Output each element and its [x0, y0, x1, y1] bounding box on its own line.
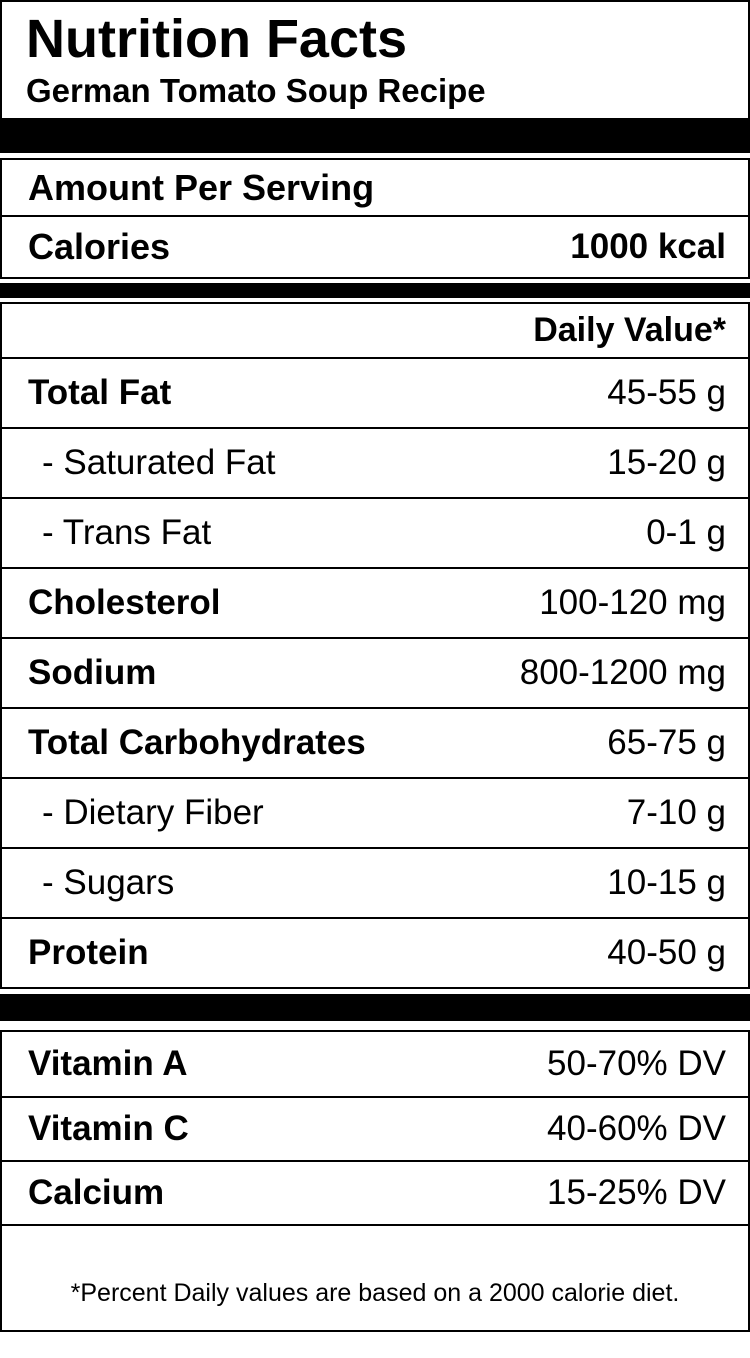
footnote-section: *Percent Daily values are based on a 200… [2, 1224, 748, 1330]
nutrient-value: 15-20 g [607, 443, 726, 482]
nutrient-name: Protein [28, 933, 149, 972]
amount-per-serving-row: Amount Per Serving [2, 160, 748, 215]
nutrient-row-trans-fat: - Trans Fat 0-1 g [2, 497, 748, 567]
nutrient-name: Total Carbohydrates [28, 723, 366, 762]
vitamin-value: 50-70% DV [547, 1044, 726, 1083]
vitamin-row-vitamin-c: Vitamin C 40-60% DV [2, 1096, 748, 1160]
label-title: Nutrition Facts [26, 9, 408, 69]
vitamin-value: 40-60% DV [547, 1109, 726, 1148]
nutrient-name: - Sugars [42, 863, 175, 902]
nutrient-row-sugars: - Sugars 10-15 g [2, 847, 748, 917]
nutrient-name: Sodium [28, 653, 157, 692]
nutrient-value: 800-1200 mg [519, 653, 726, 692]
nutrient-name: - Dietary Fiber [42, 793, 264, 832]
nutrient-name: Cholesterol [28, 583, 221, 622]
daily-value-header: Daily Value* [533, 311, 726, 349]
separator-bar-middle [0, 283, 750, 298]
nutrient-value: 65-75 g [607, 723, 726, 762]
nutrient-name: - Trans Fat [42, 513, 212, 552]
separator-bar-bottom [0, 994, 750, 1021]
nutrient-row-total-carbohydrates: Total Carbohydrates 65-75 g [2, 707, 748, 777]
calories-row: Calories 1000 kcal [2, 215, 748, 277]
nutrient-value: 100-120 mg [539, 583, 726, 622]
nutrient-name: - Saturated Fat [42, 443, 276, 482]
vitamin-row-vitamin-a: Vitamin A 50-70% DV [2, 1032, 748, 1096]
calories-label: Calories [28, 226, 171, 267]
nutrient-name: Total Fat [28, 373, 172, 412]
daily-value-header-row: Daily Value* [2, 304, 748, 357]
label-subtitle: German Tomato Soup Recipe [26, 72, 486, 109]
nutrient-row-total-fat: Total Fat 45-55 g [2, 357, 748, 427]
nutrient-value: 40-50 g [607, 933, 726, 972]
nutrient-row-saturated-fat: - Saturated Fat 15-20 g [2, 427, 748, 497]
nutrient-value: 7-10 g [626, 793, 726, 832]
label-header: Nutrition Facts German Tomato Soup Recip… [0, 0, 750, 120]
nutrient-row-protein: Protein 40-50 g [2, 917, 748, 987]
nutrient-value: 45-55 g [607, 373, 726, 412]
vitamins-section: Vitamin A 50-70% DV Vitamin C 40-60% DV … [0, 1030, 750, 1332]
nutrients-section: Daily Value* Total Fat 45-55 g - Saturat… [0, 302, 750, 989]
nutrient-value: 0-1 g [646, 513, 726, 552]
nutrient-row-cholesterol: Cholesterol 100-120 mg [2, 567, 748, 637]
separator-bar-top [0, 120, 750, 153]
nutrient-value: 10-15 g [607, 863, 726, 902]
nutrient-row-dietary-fiber: - Dietary Fiber 7-10 g [2, 777, 748, 847]
amount-per-serving-heading: Amount Per Serving [28, 166, 375, 208]
footnote-text: *Percent Daily values are based on a 200… [70, 1279, 680, 1307]
calories-value: 1000 kcal [570, 227, 726, 266]
nutrient-row-sodium: Sodium 800-1200 mg [2, 637, 748, 707]
vitamin-name: Vitamin C [28, 1109, 189, 1148]
vitamin-row-calcium: Calcium 15-25% DV [2, 1160, 748, 1224]
vitamin-value: 15-25% DV [547, 1173, 726, 1212]
vitamin-name: Vitamin A [28, 1044, 188, 1083]
serving-section: Amount Per Serving Calories 1000 kcal [0, 158, 750, 279]
vitamin-name: Calcium [28, 1173, 165, 1212]
